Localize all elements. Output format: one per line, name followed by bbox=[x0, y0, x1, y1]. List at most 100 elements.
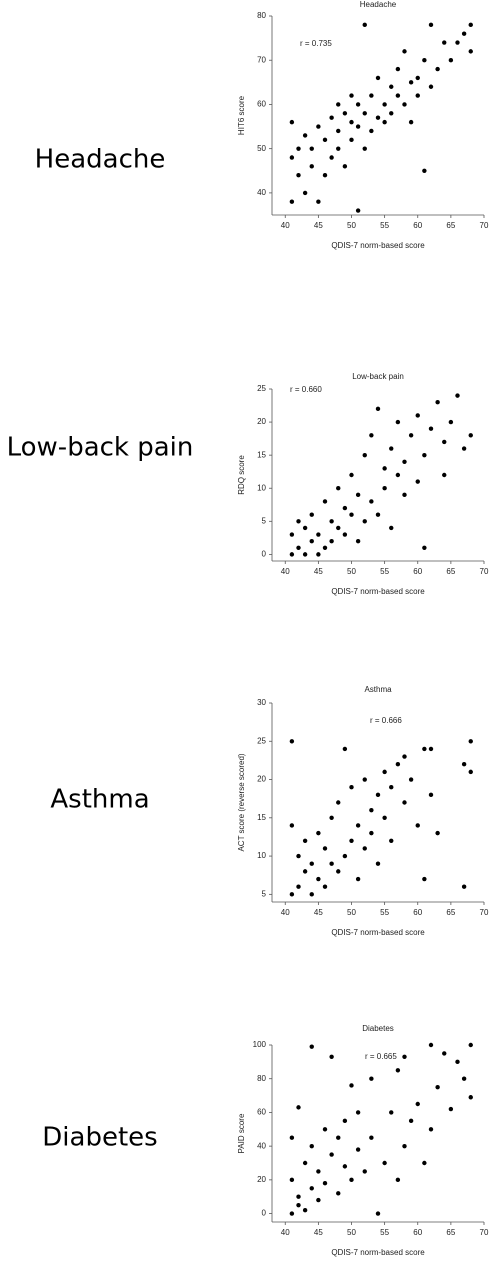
point bbox=[289, 1135, 295, 1140]
y-tick-label: 5 bbox=[262, 516, 267, 525]
chart-title: Headache bbox=[360, 0, 397, 9]
point bbox=[415, 823, 420, 828]
row-label: Diabetes bbox=[42, 1123, 157, 1153]
point bbox=[375, 792, 381, 798]
point bbox=[289, 532, 295, 537]
point bbox=[309, 892, 314, 897]
chart-title: Diabetes bbox=[362, 1024, 394, 1033]
point bbox=[322, 846, 328, 851]
point bbox=[468, 1095, 473, 1100]
point bbox=[395, 419, 401, 425]
point bbox=[336, 146, 341, 151]
y-tick-label: 25 bbox=[257, 384, 266, 393]
annotation: r = 0.735 bbox=[300, 39, 332, 48]
x-tick-label: 40 bbox=[281, 908, 290, 917]
y-tick-label: 15 bbox=[257, 813, 266, 822]
point bbox=[309, 538, 314, 544]
point bbox=[395, 472, 401, 478]
point bbox=[408, 80, 414, 85]
x-tick-label: 70 bbox=[480, 221, 489, 230]
point bbox=[428, 84, 434, 89]
x-tick-label: 50 bbox=[347, 567, 356, 576]
point bbox=[455, 40, 460, 45]
point bbox=[389, 838, 394, 843]
point bbox=[448, 58, 454, 63]
point bbox=[461, 762, 467, 767]
point bbox=[349, 512, 354, 517]
point bbox=[402, 1143, 407, 1149]
point bbox=[422, 168, 427, 173]
point bbox=[408, 119, 414, 125]
point bbox=[428, 426, 434, 431]
point bbox=[336, 800, 341, 805]
point bbox=[349, 784, 354, 790]
point bbox=[468, 433, 473, 438]
point bbox=[435, 66, 440, 72]
x-tick-label: 65 bbox=[446, 1228, 455, 1237]
y-tick-label: 25 bbox=[257, 736, 266, 745]
x-tick-label: 60 bbox=[413, 1228, 422, 1237]
point bbox=[342, 1164, 348, 1169]
point bbox=[375, 115, 381, 120]
point bbox=[382, 466, 387, 471]
point bbox=[389, 1110, 394, 1115]
x-tick-label: 60 bbox=[413, 908, 422, 917]
point bbox=[382, 119, 387, 125]
point bbox=[355, 124, 361, 129]
x-tick-label: 55 bbox=[380, 1228, 389, 1237]
point bbox=[362, 846, 367, 851]
point bbox=[362, 519, 367, 524]
annotation: r = 0.665 bbox=[365, 1052, 397, 1061]
annotation: r = 0.666 bbox=[370, 716, 402, 725]
point bbox=[422, 452, 427, 458]
point bbox=[336, 1135, 341, 1140]
point bbox=[428, 1042, 434, 1048]
point bbox=[296, 1105, 301, 1110]
point bbox=[289, 1211, 295, 1216]
point bbox=[415, 75, 420, 81]
point bbox=[316, 830, 321, 836]
point bbox=[448, 419, 454, 425]
point bbox=[349, 1177, 354, 1183]
point bbox=[395, 66, 401, 72]
point bbox=[296, 1202, 301, 1208]
point bbox=[309, 512, 314, 517]
point bbox=[316, 552, 321, 557]
point bbox=[362, 111, 367, 116]
point bbox=[302, 869, 308, 874]
point bbox=[322, 137, 328, 143]
point bbox=[302, 552, 308, 557]
point bbox=[402, 49, 407, 54]
row-label: Headache bbox=[35, 145, 166, 175]
point bbox=[289, 552, 295, 557]
point bbox=[435, 1084, 440, 1090]
y-tick-label: 0 bbox=[262, 1209, 267, 1218]
x-tick-label: 50 bbox=[347, 1228, 356, 1237]
point bbox=[422, 746, 427, 752]
point bbox=[329, 519, 334, 524]
point bbox=[402, 1054, 407, 1060]
y-tick-label: 30 bbox=[257, 698, 266, 707]
point bbox=[342, 505, 348, 511]
point bbox=[422, 545, 427, 550]
point bbox=[309, 861, 314, 866]
y-tick-label: 20 bbox=[257, 1175, 266, 1184]
point bbox=[355, 538, 361, 544]
x-tick-label: 70 bbox=[480, 1228, 489, 1237]
x-tick-label: 40 bbox=[281, 1228, 290, 1237]
point bbox=[402, 459, 407, 464]
point bbox=[422, 58, 427, 63]
point bbox=[302, 1160, 308, 1166]
y-tick-label: 70 bbox=[257, 55, 266, 64]
point bbox=[329, 115, 334, 120]
point bbox=[309, 1044, 314, 1049]
point bbox=[296, 173, 301, 178]
point bbox=[349, 137, 354, 143]
y-tick-label: 80 bbox=[257, 1074, 266, 1083]
x-tick-label: 55 bbox=[380, 908, 389, 917]
point bbox=[336, 1191, 341, 1196]
point bbox=[395, 762, 401, 767]
point bbox=[395, 93, 401, 98]
point bbox=[302, 133, 308, 138]
point bbox=[296, 146, 301, 151]
